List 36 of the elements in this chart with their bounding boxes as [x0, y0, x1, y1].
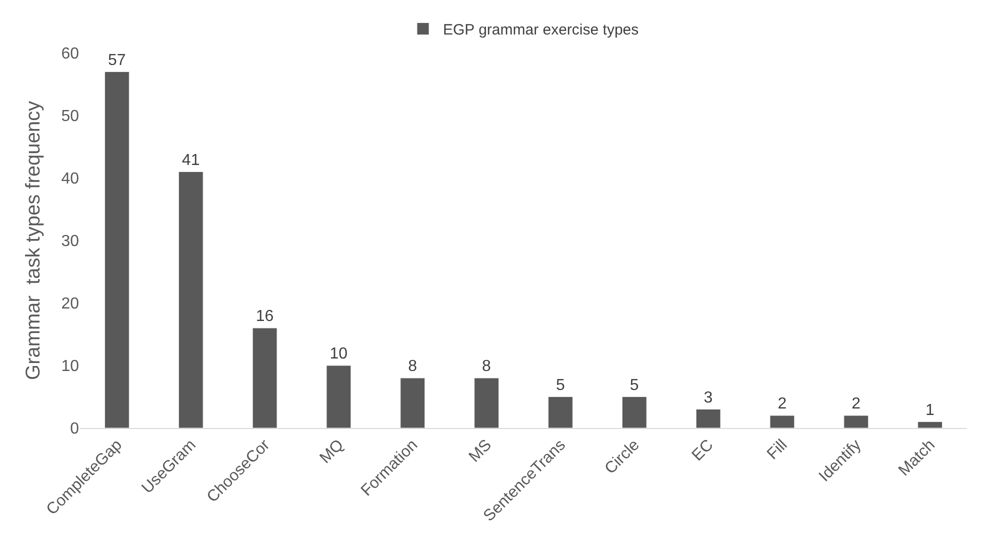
y-tick-label: 40 — [61, 170, 80, 188]
bar — [918, 422, 942, 428]
data-label: 8 — [408, 358, 418, 375]
data-label: 2 — [852, 396, 861, 412]
data-label: 41 — [182, 152, 200, 169]
data-label: 1 — [926, 402, 935, 419]
x-tick-label: Fill — [764, 436, 791, 464]
bar — [104, 72, 130, 428]
data-label: 16 — [256, 308, 274, 325]
data-label: 8 — [482, 358, 492, 375]
data-label: 5 — [556, 376, 565, 394]
bar — [844, 415, 869, 428]
bar — [400, 378, 426, 428]
legend-label: EGP grammar exercise types — [443, 22, 639, 39]
y-tick-label: 50 — [61, 108, 80, 126]
y-tick-label: 60 — [61, 46, 80, 63]
bar — [252, 328, 278, 428]
x-tick-label: EC — [689, 436, 717, 464]
bar — [178, 172, 204, 428]
y-tick-label: 0 — [70, 420, 80, 438]
bar — [770, 415, 795, 428]
bar — [474, 378, 499, 428]
bar — [548, 396, 573, 428]
y-tick-label: 30 — [61, 233, 80, 250]
data-label: 5 — [630, 376, 639, 394]
bar — [326, 365, 352, 428]
y-axis-title: Grammar task types frequency — [22, 101, 45, 380]
bar — [622, 396, 647, 428]
data-label: 3 — [704, 389, 713, 406]
data-label: 57 — [108, 52, 126, 69]
y-tick-label: 20 — [61, 296, 80, 313]
data-label: 2 — [778, 396, 787, 412]
data-label: 10 — [330, 346, 348, 362]
x-tick-label: MQ — [316, 436, 348, 467]
bar — [696, 409, 721, 428]
y-tick-label: 10 — [61, 358, 80, 376]
